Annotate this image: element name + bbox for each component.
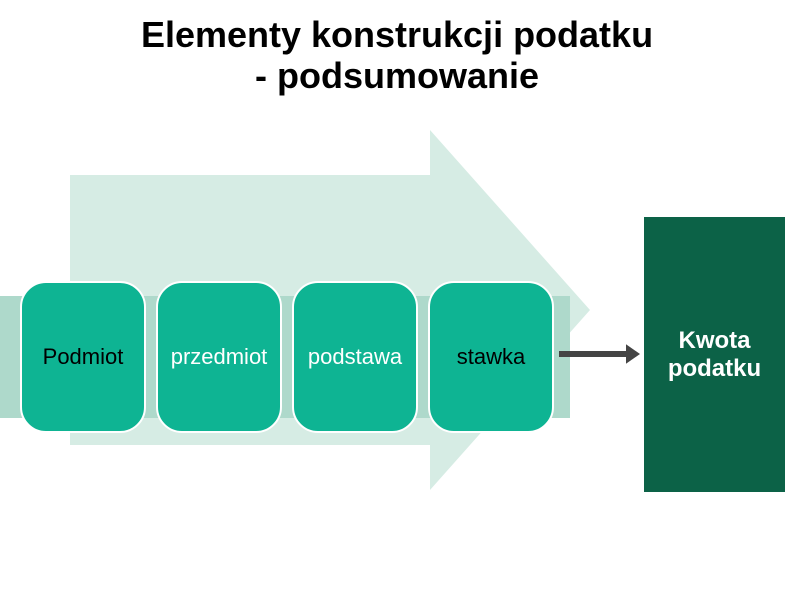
result-box: Kwota podatku bbox=[644, 217, 785, 492]
result-label: Kwota podatku bbox=[668, 327, 761, 383]
slide: Elementy konstrukcji podatku - podsumowa… bbox=[0, 0, 794, 595]
